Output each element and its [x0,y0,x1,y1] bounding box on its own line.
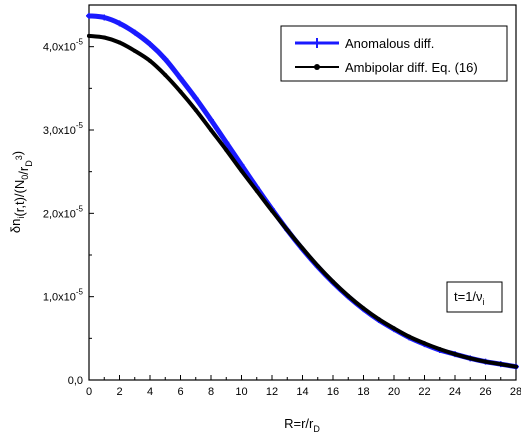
x-tick-label: 10 [235,386,247,398]
x-tick-label: 16 [327,386,339,398]
series-point-0 [208,117,214,123]
x-tick-label: 18 [357,386,369,398]
series-point-1 [163,73,168,77]
series-point-1 [87,33,91,38]
series-point-1 [239,168,244,173]
x-tick-label: 6 [177,386,183,398]
series-point-0 [147,41,153,48]
x-axis-label-sub: D [313,424,320,434]
legend-box [280,25,508,82]
x-tick-label: 12 [266,386,278,398]
y-axis-label: δni(r,t)/(N0/rD3) [8,151,34,233]
series-point-1 [285,228,290,232]
series-point-0 [116,20,123,27]
series-line-1 [87,33,518,369]
series-point-1 [453,352,457,357]
x-axis-ticks: 0 2 4 6 8 10 12 14 16 18 20 22 24 26 28 [86,375,521,398]
time-annotation: t=1/νi [446,281,503,313]
series-point-0 [162,56,169,63]
series-point-1 [132,48,137,53]
series-point-1 [193,108,198,112]
series-point-1 [270,208,274,213]
time-annotation-box [446,281,503,313]
series-point-1 [315,263,320,268]
series-point-1 [483,359,488,364]
series-point-1 [376,317,381,322]
series-point-1 [331,279,335,284]
y-axis-ticks: 0,0 1,0x10-5 2,0x10-5 3,0x10-5 4,0x10-5 [43,38,94,387]
legend-label-ambipolar: Ambipolar diff. Eq. (16) [345,60,478,75]
x-tick-label: 8 [208,386,214,398]
x-tick-label: 2 [116,386,122,398]
series-point-1 [117,40,122,45]
time-annotation-main: t=1/ν [454,289,483,304]
series-point-1 [102,35,107,40]
y-tick-label: 1,0x10-5 [43,288,84,304]
legend-label-anomalous: Anomalous diff. [345,36,434,51]
series-point-1 [361,306,366,311]
series-point-1 [209,128,213,132]
series-point-1 [148,58,152,63]
x-tick-label: 28 [510,386,521,398]
series-point-0 [177,75,184,82]
y-tick-label: 0,0 [68,375,83,387]
series-point-0 [101,14,108,21]
series-point-1 [468,356,473,361]
series-point-1 [422,341,427,346]
series-point-1 [224,148,229,152]
series-point-1 [178,89,183,94]
time-annotation-sub: i [483,297,485,307]
series-point-0 [86,12,92,19]
series-point-1 [498,362,503,367]
y-tick-label: 2,0x10-5 [43,204,84,220]
series-point-0 [223,139,230,146]
series-point-0 [192,95,199,102]
series-point-1 [514,364,518,369]
x-tick-label: 4 [147,386,153,398]
x-tick-label: 26 [479,386,491,398]
series-point-0 [131,29,138,36]
x-tick-label: 20 [388,386,400,398]
legend-marker-ambipolar [314,64,320,70]
x-tick-label: 14 [296,386,308,398]
series-point-1 [300,246,305,251]
x-axis-label: R=r/rD [284,416,320,434]
x-tick-label: 24 [449,386,461,398]
x-tick-label: 0 [86,386,92,398]
series-point-1 [254,188,259,193]
series-point-1 [392,326,396,331]
y-tick-label: 4,0x10-5 [43,38,84,54]
time-annotation-text: t=1/νi [454,289,485,307]
series-point-1 [346,293,351,298]
series-layer [86,12,519,370]
series-point-1 [437,347,442,352]
x-axis-label-main: R=r/r [284,416,314,431]
legend: Anomalous diff. Ambipolar diff. Eq. (16) [280,25,508,82]
x-tick-label: 22 [418,386,430,398]
y-tick-label: 3,0x10-5 [43,121,84,137]
series-point-1 [407,334,412,339]
